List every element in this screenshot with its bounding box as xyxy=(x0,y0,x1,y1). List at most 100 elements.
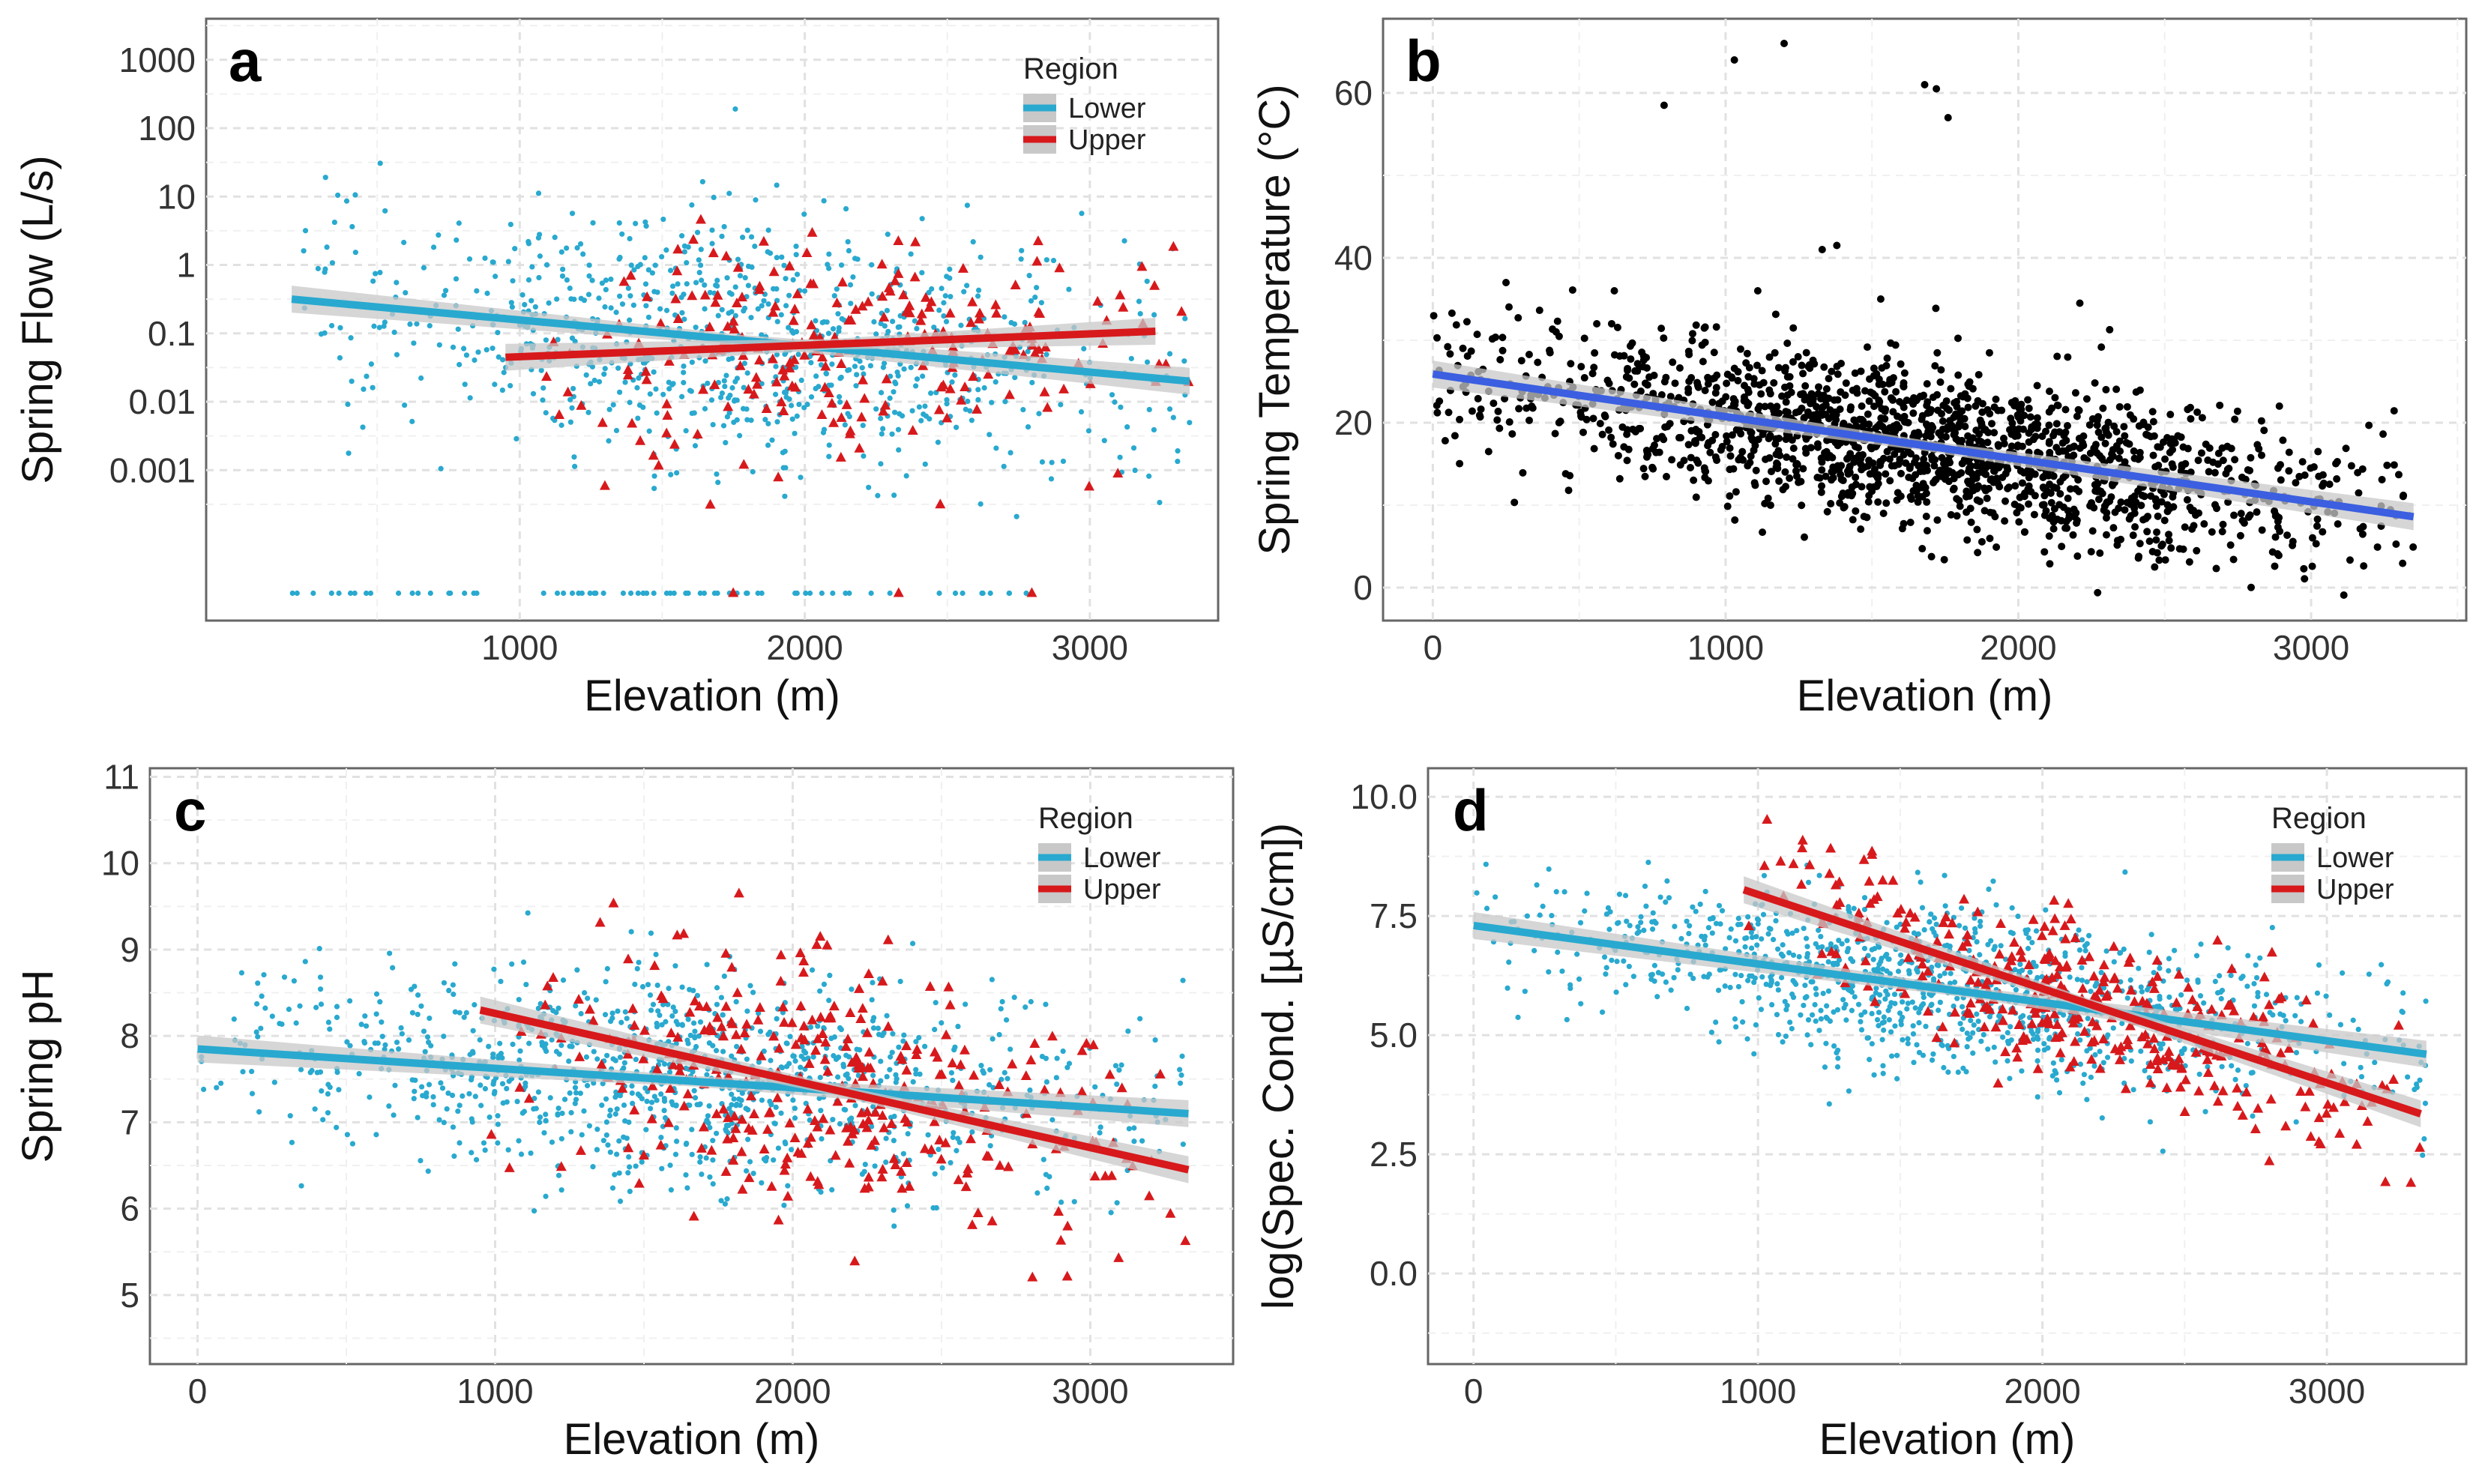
data-point-lower xyxy=(756,1059,762,1065)
data-point-lower xyxy=(2080,1080,2086,1086)
data-point-all-springs xyxy=(1750,438,1759,446)
data-point-lower xyxy=(609,1185,616,1191)
data-point-lower xyxy=(866,484,872,490)
data-point-all-springs xyxy=(1930,462,1939,470)
data-point-lower xyxy=(477,1037,483,1043)
data-point-upper xyxy=(792,1146,804,1156)
data-point-lower xyxy=(837,375,843,381)
data-point-upper xyxy=(830,1150,841,1160)
data-point-lower xyxy=(786,292,792,298)
data-point-lower xyxy=(837,1025,843,1031)
data-point-lower xyxy=(824,319,830,325)
legend: Region Lower Upper xyxy=(1023,52,1146,156)
data-point-lower xyxy=(706,1103,712,1109)
data-point-all-springs xyxy=(2048,404,2056,412)
data-point-upper xyxy=(789,354,800,364)
data-point-lower xyxy=(1678,935,1684,942)
data-point-lower xyxy=(302,228,309,234)
data-point-upper xyxy=(775,975,786,986)
data-point-all-springs xyxy=(2244,513,2253,522)
data-point-all-springs xyxy=(2046,448,2054,456)
data-point-lower xyxy=(951,1129,957,1135)
data-point-lower xyxy=(944,396,950,403)
data-point-lower xyxy=(467,395,473,401)
data-point-all-springs xyxy=(1914,498,1922,506)
data-point-lower xyxy=(942,293,948,299)
data-point-lower xyxy=(2423,998,2429,1004)
data-point-outlier xyxy=(1876,295,1885,303)
data-point-all-springs xyxy=(2010,500,2019,508)
data-point-all-springs xyxy=(1918,545,1927,553)
data-point-lower xyxy=(759,1180,765,1186)
data-point-lower xyxy=(505,259,511,265)
data-point-lower xyxy=(621,1060,627,1066)
data-point-lower xyxy=(1769,1001,1775,1008)
data-point-lower xyxy=(725,1130,731,1136)
data-point-lower xyxy=(1139,1138,1145,1144)
data-point-lower xyxy=(569,335,576,341)
data-point-lower xyxy=(1642,883,1648,890)
data-point-lower xyxy=(1641,927,1647,933)
data-point-all-springs xyxy=(2073,412,2081,420)
data-point-all-springs xyxy=(1744,402,1752,410)
data-point-all-springs xyxy=(1745,364,1753,372)
data-point-all-springs xyxy=(1867,444,1876,453)
data-point-lower xyxy=(951,1047,957,1053)
data-point-lower xyxy=(722,1201,729,1207)
data-point-lower xyxy=(472,357,478,364)
data-point-lower xyxy=(642,219,648,225)
data-point-all-springs xyxy=(1826,406,1834,414)
data-point-lower xyxy=(318,331,325,337)
data-point-lower xyxy=(1754,942,1760,948)
data-point-all-springs xyxy=(2057,516,2065,525)
data-point-lower xyxy=(720,423,727,429)
data-point-outlier xyxy=(2076,299,2084,307)
data-point-lower xyxy=(788,1147,795,1153)
data-point-lower xyxy=(873,331,879,337)
data-point-all-springs xyxy=(1818,466,1826,474)
data-point-lower xyxy=(619,231,625,237)
data-point-lower xyxy=(262,1005,268,1011)
data-point-lower xyxy=(360,424,366,430)
data-point-all-springs xyxy=(1535,307,1543,315)
data-point-all-springs xyxy=(1762,455,1770,463)
data-point-all-springs xyxy=(1771,310,1780,319)
data-point-upper xyxy=(934,1069,945,1079)
data-point-all-springs xyxy=(1813,402,1821,411)
data-point-lower xyxy=(505,1147,511,1153)
data-point-lower xyxy=(826,251,832,257)
data-point-lower xyxy=(909,941,916,947)
data-point-lower xyxy=(629,1083,635,1089)
data-point-all-springs xyxy=(1660,435,1668,444)
data-point-upper xyxy=(1039,386,1050,396)
data-point-upper xyxy=(575,1144,586,1155)
data-point-all-springs xyxy=(1728,431,1736,439)
data-point-lower xyxy=(560,266,566,272)
data-point-lower xyxy=(930,1205,936,1211)
data-point-upper xyxy=(938,379,949,390)
data-point-lower xyxy=(240,1069,246,1075)
data-point-all-springs xyxy=(1990,429,1998,437)
data-point-all-springs xyxy=(2052,420,2061,428)
data-point-lower xyxy=(726,1122,732,1129)
data-point-upper xyxy=(836,358,847,368)
data-point-upper xyxy=(955,1059,966,1070)
data-point-lower xyxy=(1749,973,1755,979)
data-point-lower xyxy=(293,1020,299,1026)
data-point-all-springs xyxy=(2093,421,2101,429)
data-point-all-springs xyxy=(1774,464,1782,472)
data-point-lower xyxy=(352,250,358,256)
data-point-all-springs xyxy=(2094,413,2103,421)
data-point-all-springs xyxy=(2399,559,2407,567)
data-point-lower xyxy=(950,1077,956,1084)
data-point-upper xyxy=(692,429,703,439)
data-point-all-springs xyxy=(1830,396,1838,404)
data-point-all-springs xyxy=(1473,331,1481,339)
data-point-all-springs xyxy=(1841,391,1849,399)
data-point-lower xyxy=(678,393,685,399)
data-point-lower xyxy=(831,293,837,299)
data-point-lower xyxy=(673,1103,679,1109)
data-point-upper xyxy=(716,1021,727,1031)
data-point-lower xyxy=(513,435,519,441)
data-point-upper xyxy=(897,1054,908,1064)
